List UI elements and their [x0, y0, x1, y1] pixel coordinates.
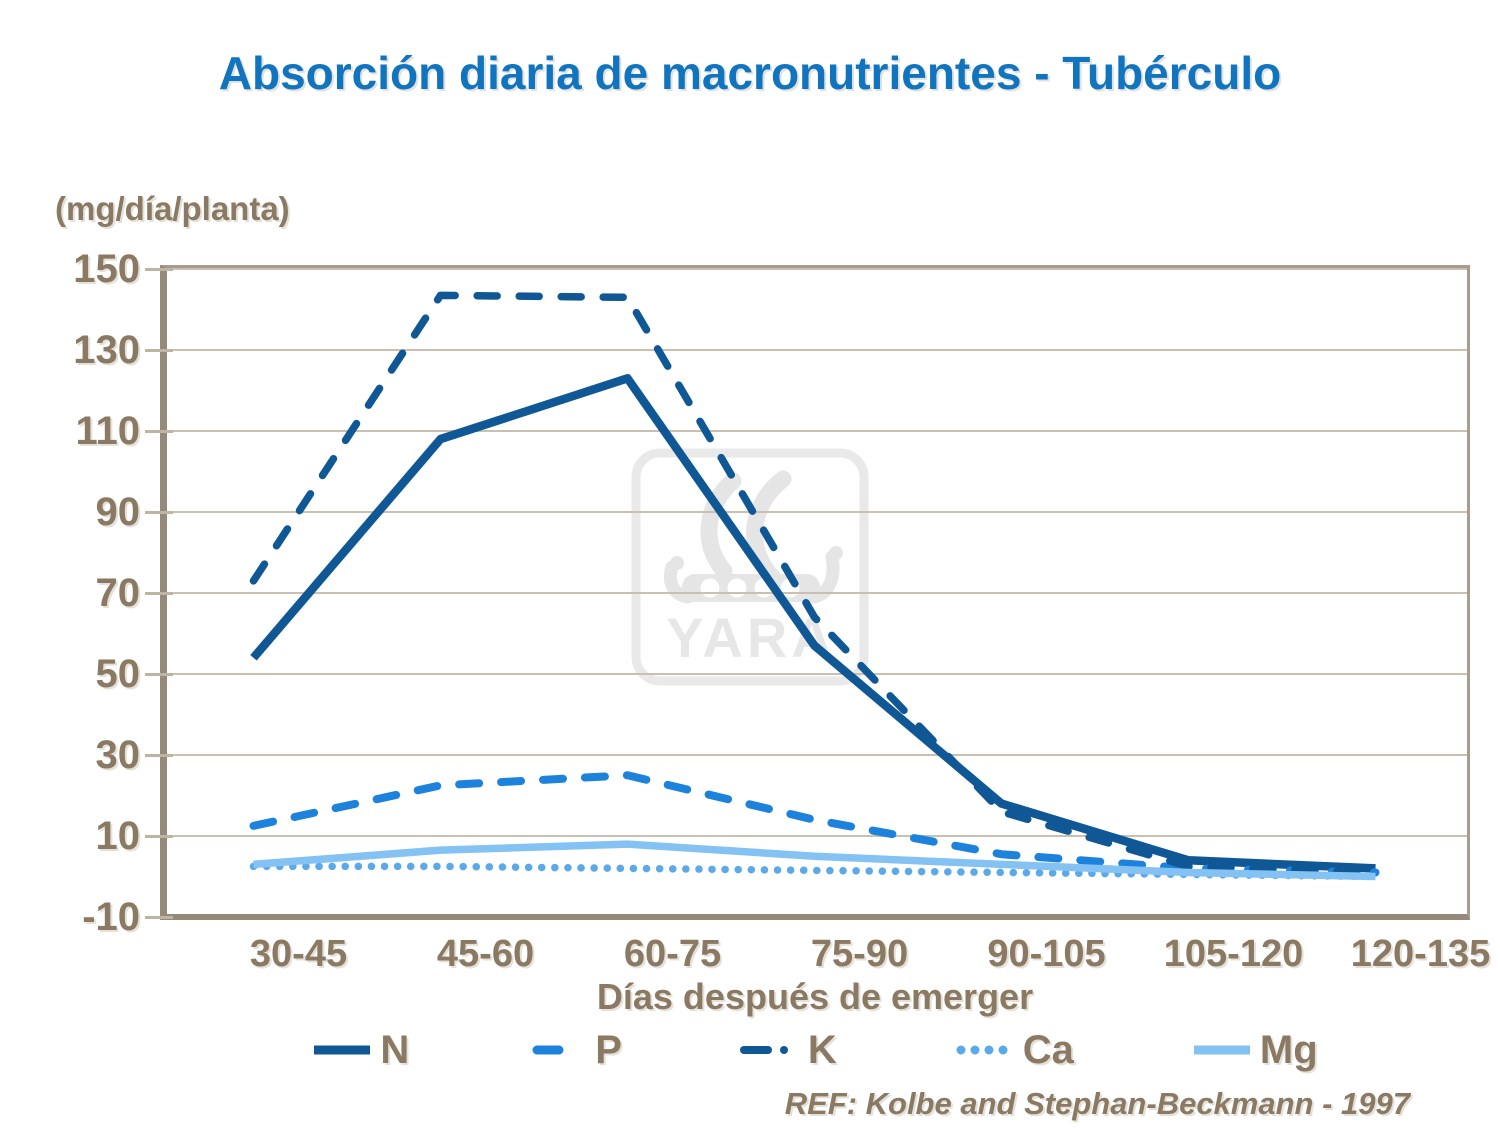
legend-label-Mg: Mg [1259, 1027, 1318, 1072]
x-category-label: 30-45 [249, 933, 348, 975]
legend-swatch-Ca [956, 1045, 1008, 1055]
y-axis-tick-labels: 150 130 110 90 70 50 30 10 -10 [22, 249, 141, 937]
y-tick-label: 30 [95, 733, 141, 777]
series-line-K [249, 291, 1380, 877]
legend-swatch-N [314, 1045, 371, 1055]
x-axis-category-labels: 30-45 45-60 60-75 75-90 90-105 105-120 120-135 [160, 933, 1490, 979]
y-tick-mark [145, 915, 173, 919]
y-tick-label: 110 [75, 409, 140, 453]
legend-item-Ca: Ca [955, 1028, 1074, 1073]
y-tick-label: 90 [95, 490, 141, 534]
y-tick-mark [145, 834, 173, 838]
y-tick-mark [145, 672, 173, 676]
plot-svg [160, 268, 1470, 918]
legend-item-K: K [739, 1027, 837, 1073]
y-tick-label: 70 [95, 571, 141, 615]
legend-label-Ca: Ca [1022, 1027, 1074, 1072]
y-tick-label: -10 [82, 895, 140, 939]
reference-text: REF: Kolbe and Stephan-Beckmann - 1997 [784, 1086, 1410, 1121]
legend-label-N: N [380, 1027, 410, 1072]
y-tick-mark [145, 348, 173, 352]
plot-area: YARA [160, 265, 1470, 920]
x-axis-title: Días después de emerger [596, 976, 1034, 1017]
x-category-label: 60-75 [623, 933, 722, 975]
x-category-label: 120-135 [1350, 933, 1491, 975]
series-line-Mg [253, 840, 1376, 881]
series-line-P [249, 771, 1380, 877]
legend-swatch-P [532, 1045, 564, 1055]
y-tick-label: 10 [95, 814, 141, 858]
x-category-label: 90-105 [987, 933, 1106, 975]
legend-item-Mg: Mg [1192, 1028, 1318, 1073]
x-category-label: 45-60 [436, 933, 535, 975]
y-tick-mark [145, 591, 173, 595]
x-category-label: 75-90 [810, 933, 909, 975]
chart-title: Absorción diaria de macronutrientes - Tu… [218, 47, 1282, 99]
legend-swatch-K [739, 1046, 788, 1054]
series-line-Ca [249, 862, 1380, 881]
y-tick-mark [145, 510, 173, 514]
y-tick-label: 130 [73, 328, 140, 372]
y-tick-mark [145, 267, 173, 271]
legend: N P K Ca Mg [160, 1022, 1470, 1078]
y-axis-tick-marks [145, 265, 173, 920]
y-tick-mark [145, 753, 173, 757]
x-category-label: 105-120 [1163, 933, 1304, 975]
legend-item-N: N [312, 1028, 409, 1073]
y-tick-label: 150 [73, 247, 140, 291]
series-line-N [250, 374, 1376, 873]
legend-label-K: K [807, 1027, 837, 1072]
y-tick-label: 50 [95, 652, 141, 696]
y-axis-unit-label: (mg/día/planta) [55, 190, 290, 227]
legend-item-P: P [527, 1028, 622, 1073]
y-tick-mark [145, 429, 173, 433]
legend-swatch-Mg [1193, 1045, 1250, 1055]
legend-label-P: P [595, 1027, 622, 1072]
